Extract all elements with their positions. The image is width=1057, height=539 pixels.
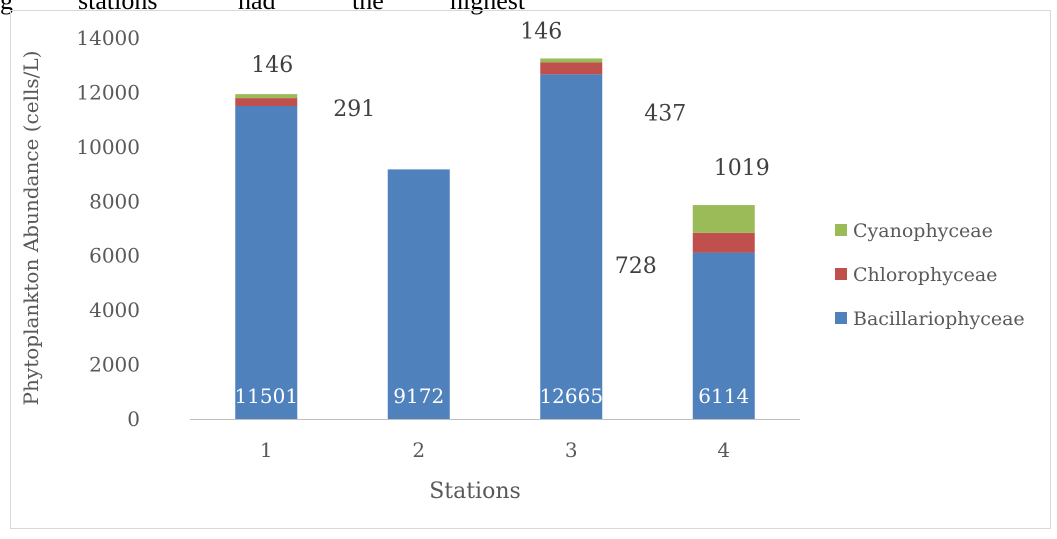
x-axis-ticks: 1 2 3 4 xyxy=(260,438,730,462)
data-label-cyanophyceae: 146 xyxy=(520,19,562,44)
bar-segment-chlorophyceae-station-4 xyxy=(692,232,755,253)
legend-label: Bacillariophyceae xyxy=(853,308,1025,330)
y-tick-label: 2000 xyxy=(89,353,140,377)
x-tick-label: 1 xyxy=(260,438,273,462)
legend-label: Chlorophyceae xyxy=(853,264,997,286)
header-word: stations xyxy=(78,0,158,15)
legend: Cyanophyceae Chlorophyceae Bacillariophyce… xyxy=(835,220,1025,330)
header-word: highest xyxy=(450,0,526,15)
legend-swatch xyxy=(835,312,847,324)
bar-segment-bacillariophyceae-station-3 xyxy=(540,74,603,420)
y-axis-title: Phytoplankton Abundance (cells/L) xyxy=(19,51,43,406)
bar-segment-cyanophyceae-station-1 xyxy=(235,94,298,99)
bar-segment-cyanophyceae-station-3 xyxy=(540,58,603,63)
data-label-cyanophyceae: 146 xyxy=(251,53,293,78)
data-label-bacillariophyceae: 6114 xyxy=(698,384,749,408)
x-axis-title: Stations xyxy=(429,479,521,504)
bar-segment-chlorophyceae-station-3 xyxy=(540,62,603,75)
y-axis-ticks: 0 2000 4000 6000 8000 10000 12000 14000 xyxy=(76,26,140,431)
data-label-chlorophyceae: 291 xyxy=(333,97,375,122)
data-label-bacillariophyceae: 12665 xyxy=(539,384,603,408)
x-tick-label: 3 xyxy=(565,438,578,462)
header-text-fragment: g stations had the highest xyxy=(0,0,1057,26)
y-tick-label: 6000 xyxy=(89,244,140,268)
y-tick-label: 0 xyxy=(127,407,140,431)
data-label-bacillariophyceae: 11501 xyxy=(234,384,298,408)
bar-segment-bacillariophyceae-station-1 xyxy=(235,106,298,420)
bar-segment-bacillariophyceae-station-2 xyxy=(387,169,450,419)
x-tick-label: 2 xyxy=(412,438,425,462)
bar-segment-bacillariophyceae-station-4 xyxy=(692,252,755,419)
y-tick-label: 8000 xyxy=(89,189,140,213)
x-tick-label: 4 xyxy=(717,438,730,462)
data-label-bacillariophyceae: 9172 xyxy=(393,384,444,408)
bars xyxy=(235,58,755,420)
chart-frame xyxy=(10,10,1051,529)
y-tick-label: 12000 xyxy=(76,80,140,104)
legend-swatch xyxy=(835,268,847,280)
legend-label: Cyanophyceae xyxy=(853,220,993,242)
data-label-chlorophyceae: 437 xyxy=(644,101,686,126)
y-tick-label: 14000 xyxy=(76,26,140,50)
data-labels: 11501 9172 12665 6114 291 437 728 146 146 1019 xyxy=(234,19,769,408)
header-word: g xyxy=(0,0,13,15)
data-label-chlorophyceae: 728 xyxy=(615,254,657,279)
data-label-cyanophyceae: 1019 xyxy=(714,156,770,181)
header-word: had xyxy=(238,0,276,15)
header-word: the xyxy=(352,0,384,15)
bar-segment-cyanophyceae-station-4 xyxy=(692,205,755,233)
bar-segment-chlorophyceae-station-1 xyxy=(235,98,298,107)
legend-swatch xyxy=(835,224,847,236)
y-tick-label: 4000 xyxy=(89,298,140,322)
y-tick-label: 10000 xyxy=(76,135,140,159)
